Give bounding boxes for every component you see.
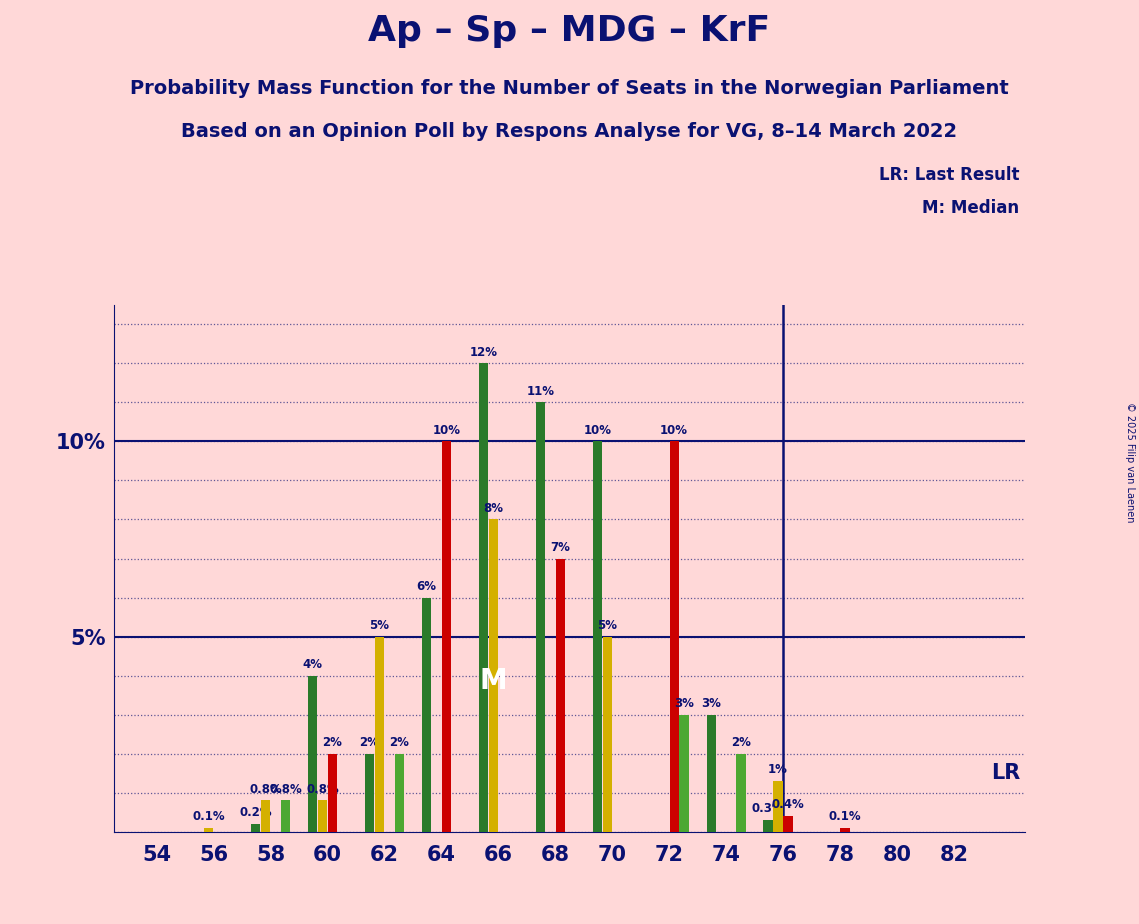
Bar (680, 714, 689, 832)
Bar (737, 754, 746, 832)
Text: 0.2%: 0.2% (239, 806, 272, 819)
Text: 4%: 4% (303, 658, 322, 671)
Text: 10%: 10% (583, 424, 612, 437)
Text: Probability Mass Function for the Number of Seats in the Norwegian Parliament: Probability Mass Function for the Number… (130, 79, 1009, 98)
Text: 0.8%: 0.8% (249, 783, 282, 796)
Text: 10%: 10% (661, 424, 688, 437)
Bar (328, 754, 337, 832)
Text: 6%: 6% (417, 580, 436, 593)
Text: 5%: 5% (369, 619, 390, 632)
Bar (251, 824, 260, 832)
Text: 3%: 3% (702, 697, 721, 710)
Text: 2%: 2% (322, 736, 343, 748)
Text: 5%: 5% (597, 619, 617, 632)
Text: 2%: 2% (731, 736, 751, 748)
Text: M: Median: M: Median (923, 199, 1019, 216)
Text: 10%: 10% (433, 424, 460, 437)
Text: 1%: 1% (768, 763, 788, 776)
Bar (592, 442, 601, 832)
Text: 7%: 7% (550, 541, 571, 553)
Text: LR: Last Result: LR: Last Result (879, 166, 1019, 184)
Text: © 2025 Filip van Laenen: © 2025 Filip van Laenen (1125, 402, 1134, 522)
Bar (364, 754, 374, 832)
Text: 3%: 3% (674, 697, 694, 710)
Text: Ap – Sp – MDG – KrF: Ap – Sp – MDG – KrF (368, 14, 771, 48)
Text: 8%: 8% (483, 502, 503, 515)
Bar (281, 800, 290, 832)
Bar (603, 637, 612, 832)
Bar (204, 828, 213, 832)
Bar (773, 781, 782, 832)
Text: 0.8%: 0.8% (269, 783, 302, 796)
Text: 2%: 2% (360, 736, 379, 748)
Bar (489, 519, 498, 832)
Text: 0.1%: 0.1% (192, 810, 224, 823)
Bar (841, 828, 850, 832)
Bar (308, 675, 317, 832)
Bar (395, 754, 404, 832)
Bar (318, 800, 327, 832)
Bar (442, 442, 451, 832)
Text: 0.8%: 0.8% (306, 783, 339, 796)
Text: 0.3%: 0.3% (752, 802, 785, 815)
Bar (556, 558, 565, 832)
Text: 11%: 11% (526, 384, 555, 397)
Text: LR: LR (992, 763, 1021, 783)
Bar (670, 442, 679, 832)
Bar (706, 714, 715, 832)
Bar (478, 363, 487, 832)
Bar (535, 403, 544, 832)
Text: 2%: 2% (390, 736, 409, 748)
Text: 0.4%: 0.4% (771, 798, 804, 811)
Bar (421, 598, 431, 832)
Text: 0.1%: 0.1% (829, 810, 861, 823)
Bar (261, 800, 270, 832)
Text: 12%: 12% (469, 346, 498, 359)
Bar (763, 820, 772, 832)
Bar (375, 637, 384, 832)
Text: M: M (480, 667, 507, 695)
Bar (784, 816, 793, 832)
Text: Based on an Opinion Poll by Respons Analyse for VG, 8–14 March 2022: Based on an Opinion Poll by Respons Anal… (181, 122, 958, 141)
